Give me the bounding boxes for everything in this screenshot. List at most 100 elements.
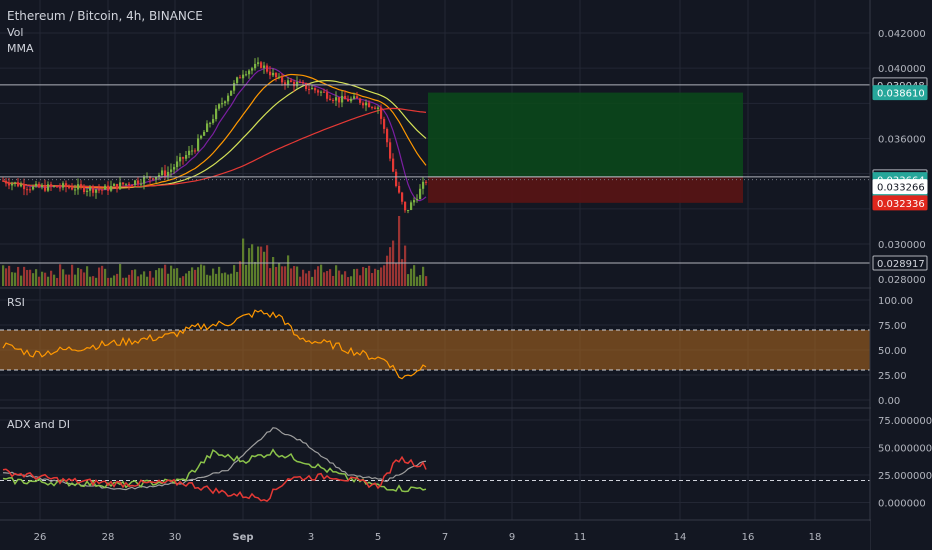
candle-body[interactable] (398, 186, 401, 193)
candle-body[interactable] (2, 180, 5, 182)
candle-body[interactable] (98, 189, 101, 191)
candle-body[interactable] (86, 190, 89, 193)
candle-body[interactable] (155, 176, 158, 180)
candle-body[interactable] (107, 185, 110, 191)
candle-body[interactable] (359, 98, 362, 103)
candle-body[interactable] (419, 188, 422, 200)
candle-body[interactable] (368, 102, 371, 108)
candle-body[interactable] (11, 183, 14, 186)
candle-body[interactable] (164, 170, 167, 176)
candle-body[interactable] (119, 182, 122, 190)
candle-body[interactable] (65, 183, 68, 188)
candle-body[interactable] (257, 62, 260, 64)
candle-body[interactable] (239, 77, 242, 79)
candle-body[interactable] (17, 182, 20, 187)
candle-body[interactable] (314, 88, 317, 91)
candle-body[interactable] (266, 65, 269, 72)
candle-body[interactable] (170, 169, 173, 172)
candle-body[interactable] (392, 158, 395, 172)
candle-body[interactable] (281, 76, 284, 83)
candle-body[interactable] (5, 180, 8, 184)
candle-body[interactable] (182, 157, 185, 159)
candle-body[interactable] (404, 201, 407, 211)
candle-body[interactable] (317, 90, 320, 93)
candle-body[interactable] (254, 63, 257, 69)
candle-body[interactable] (59, 187, 62, 189)
candle-body[interactable] (209, 122, 212, 124)
candle-body[interactable] (272, 72, 275, 76)
candle-body[interactable] (329, 98, 332, 100)
candle-body[interactable] (221, 103, 224, 105)
candle-body[interactable] (38, 183, 41, 188)
candle-body[interactable] (380, 107, 383, 119)
stop-loss-zone[interactable] (428, 176, 743, 203)
candle-body[interactable] (395, 171, 398, 187)
candle-body[interactable] (113, 183, 116, 187)
candle-body[interactable] (62, 183, 65, 188)
candle-body[interactable] (140, 183, 143, 185)
candle-body[interactable] (365, 102, 368, 106)
candle-body[interactable] (173, 167, 176, 170)
adx-indicator-label[interactable]: ADX and DI (7, 418, 70, 431)
candle-body[interactable] (338, 97, 341, 103)
rsi-indicator-label[interactable]: RSI (7, 296, 25, 309)
candle-body[interactable] (422, 181, 425, 189)
candle-body[interactable] (311, 88, 314, 90)
candle-body[interactable] (14, 182, 17, 184)
candle-body[interactable] (347, 99, 350, 102)
candle-body[interactable] (416, 199, 419, 201)
candle-body[interactable] (44, 185, 47, 191)
candle-body[interactable] (242, 74, 245, 79)
candle-body[interactable] (383, 118, 386, 129)
candle-body[interactable] (407, 209, 410, 211)
candle-body[interactable] (35, 183, 38, 187)
candle-body[interactable] (176, 161, 179, 168)
candle-body[interactable] (74, 189, 77, 191)
candle-body[interactable] (401, 192, 404, 202)
candle-body[interactable] (143, 177, 146, 184)
candle-body[interactable] (248, 70, 251, 75)
candle-body[interactable] (203, 131, 206, 136)
candle-body[interactable] (50, 184, 53, 187)
candle-body[interactable] (89, 186, 92, 191)
candle-body[interactable] (293, 81, 296, 87)
mma-indicator-label[interactable]: MMA (7, 42, 34, 55)
candle-body[interactable] (332, 99, 335, 101)
position-zones[interactable] (428, 92, 743, 203)
candle-body[interactable] (218, 104, 221, 109)
candle-body[interactable] (179, 157, 182, 162)
candle-body[interactable] (68, 187, 71, 189)
candle-body[interactable] (95, 189, 98, 193)
candle-body[interactable] (386, 128, 389, 143)
candle-body[interactable] (335, 97, 338, 101)
candle-body[interactable] (41, 185, 44, 188)
candle-body[interactable] (320, 91, 323, 93)
candle-body[interactable] (290, 80, 293, 82)
candle-body[interactable] (245, 74, 248, 76)
candle-body[interactable] (353, 96, 356, 99)
candle-body[interactable] (47, 184, 50, 191)
candle-body[interactable] (125, 183, 128, 185)
price-candles[interactable] (2, 57, 428, 214)
candle-body[interactable] (29, 189, 32, 191)
candle-body[interactable] (23, 184, 26, 190)
adx-pane[interactable] (0, 427, 870, 503)
candle-body[interactable] (305, 82, 308, 90)
candle-body[interactable] (128, 183, 131, 186)
candle-body[interactable] (20, 184, 23, 187)
candle-body[interactable] (80, 184, 83, 187)
candle-body[interactable] (227, 95, 230, 102)
candle-body[interactable] (104, 185, 107, 190)
candle-body[interactable] (236, 77, 239, 83)
candle-body[interactable] (233, 82, 236, 91)
candle-body[interactable] (110, 186, 113, 191)
candle-body[interactable] (206, 123, 209, 132)
candle-body[interactable] (302, 82, 305, 84)
candle-body[interactable] (377, 107, 380, 109)
candle-body[interactable] (413, 200, 416, 203)
candle-body[interactable] (263, 65, 266, 68)
candle-body[interactable] (251, 68, 254, 71)
candle-body[interactable] (326, 92, 329, 99)
